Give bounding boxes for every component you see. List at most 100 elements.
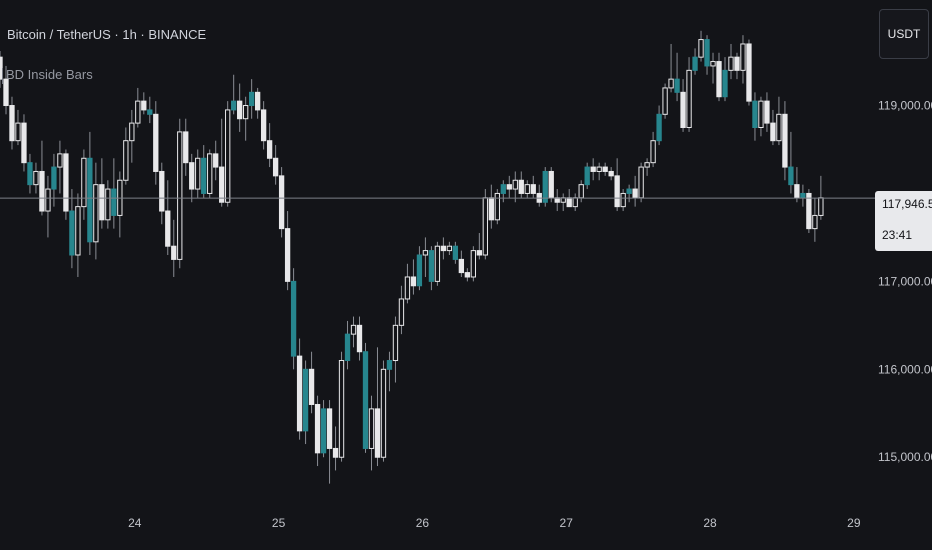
candle-body	[506, 184, 512, 190]
candle-body	[57, 153, 63, 168]
candle-body	[392, 324, 399, 362]
candle-body	[440, 245, 447, 252]
inside-bar-candle	[416, 254, 423, 287]
candle-body	[165, 210, 171, 247]
inside-bar-candle	[584, 166, 590, 186]
candle-body	[21, 122, 27, 164]
candle-body	[494, 192, 500, 221]
price-axis: 119,000.00 117,000.00 116,000.00 115,000.00	[878, 99, 932, 465]
inside-bar-candle	[752, 100, 758, 128]
candle-body	[608, 170, 614, 177]
currency-button[interactable]: USDT	[879, 9, 929, 59]
price-tick-label: 117,000.00	[878, 274, 932, 288]
time-tick-label: 28	[703, 516, 717, 530]
candle-body	[680, 91, 686, 128]
candle-body	[332, 447, 339, 458]
candle-body	[326, 408, 333, 449]
candle-body	[272, 157, 279, 177]
candle-body	[740, 43, 746, 71]
candle-body	[812, 214, 818, 230]
candle-body	[338, 360, 345, 458]
candle-body	[710, 61, 716, 67]
candle-body	[686, 69, 692, 128]
candle-body	[99, 184, 105, 221]
inside-bar-candle	[51, 166, 57, 190]
candle-body	[380, 368, 387, 458]
candle-body	[728, 56, 734, 71]
candle-body	[776, 113, 782, 142]
candle-body	[578, 184, 584, 199]
indicator-label[interactable]: BD Inside Bars	[2, 67, 93, 84]
current-price-value: 117,946.54	[882, 197, 932, 211]
inside-bar-candle	[626, 188, 632, 194]
symbol-title[interactable]: Bitcoin / TetherUS · 1h · BINANCE	[7, 27, 207, 42]
candle-body	[123, 140, 129, 181]
inside-bar-candle	[69, 210, 75, 256]
candle-body	[129, 122, 135, 142]
candle-body	[195, 157, 201, 190]
candle-body	[75, 206, 81, 256]
inside-bar-candle	[320, 408, 327, 454]
candle-body	[464, 272, 471, 278]
candle-body	[482, 197, 488, 256]
candle-body	[644, 162, 650, 168]
time-tick-label: 24	[128, 516, 142, 530]
inside-bar-candle	[302, 368, 309, 432]
candle-body	[434, 245, 441, 282]
inside-bar-candle	[452, 245, 459, 260]
candle-body	[33, 170, 39, 186]
inside-bar-candle	[704, 39, 710, 67]
inside-bar-candle	[722, 69, 728, 98]
candle-body	[782, 113, 788, 168]
candle-body	[476, 250, 482, 256]
inside-bar-candle	[290, 280, 297, 357]
candle-body	[15, 122, 21, 142]
candle-body	[662, 87, 668, 115]
candle-body	[602, 166, 608, 172]
inside-bar-candle	[201, 157, 207, 194]
candle-body	[566, 197, 572, 208]
candle-body	[770, 122, 776, 142]
candle-body	[225, 109, 231, 203]
candle-body	[243, 105, 249, 120]
candle-body	[159, 170, 165, 212]
inside-bar-candle	[500, 184, 506, 194]
candle-body	[3, 78, 9, 107]
price-tick-label: 116,000.00	[878, 362, 932, 376]
inside-bar-candle	[111, 188, 117, 216]
candle-body	[668, 78, 674, 89]
candle-body	[590, 166, 596, 172]
candle-body	[374, 408, 381, 458]
candle-body	[105, 188, 111, 221]
candle-body	[632, 188, 638, 199]
inside-bar-candle	[362, 351, 369, 449]
candle-body	[488, 197, 494, 221]
inside-bar-candle	[87, 157, 93, 243]
inside-bar-candle	[800, 192, 806, 199]
candle-body	[518, 179, 524, 194]
candle-body	[404, 276, 411, 300]
candle-body	[806, 192, 812, 230]
time-tick-label: 29	[847, 516, 861, 530]
current-price-tag: 117,946.54 23:41	[875, 191, 932, 251]
candle-body	[596, 166, 602, 172]
candle-body	[177, 131, 183, 260]
candle-body	[512, 179, 518, 190]
candle-body	[620, 192, 626, 208]
candle-body	[530, 184, 536, 194]
candle-body	[9, 105, 15, 142]
inside-bar-candle	[656, 113, 662, 142]
candle-body	[141, 100, 147, 111]
price-tick-label: 115,000.00	[878, 450, 932, 464]
candle-body	[758, 100, 764, 128]
candle-body	[189, 162, 195, 190]
candle-body	[219, 166, 225, 203]
candle-body	[296, 355, 303, 432]
candle-body	[260, 109, 267, 142]
candle-body	[314, 403, 321, 454]
candle-body	[308, 368, 315, 405]
inside-bar-candle	[692, 56, 698, 71]
candle-body	[183, 131, 189, 164]
time-tick-label: 25	[272, 516, 286, 530]
